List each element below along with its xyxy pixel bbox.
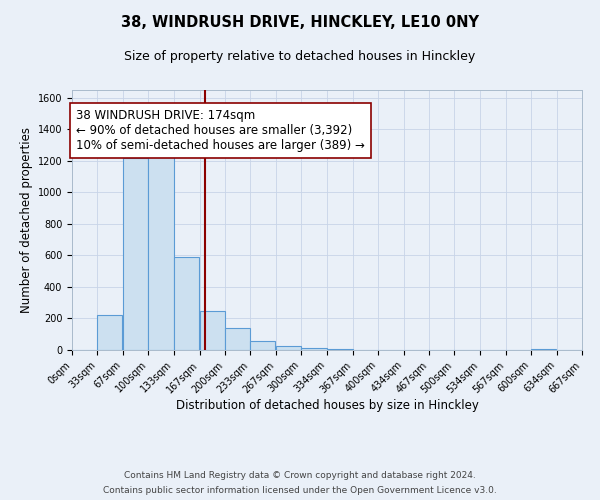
Bar (173, 257, 199, 350)
Bar (200, 312, 225, 350)
Bar (328, 349, 353, 350)
Text: 38 WINDRUSH DRIVE: 174sqm
← 90% of detached houses are smaller (3,392)
10% of se: 38 WINDRUSH DRIVE: 174sqm ← 90% of detac… (76, 109, 365, 152)
Text: Size of property relative to detached houses in Hinckley: Size of property relative to detached ho… (124, 50, 476, 63)
Text: 38, WINDRUSH DRIVE, HINCKLEY, LE10 0NY: 38, WINDRUSH DRIVE, HINCKLEY, LE10 0NY (121, 15, 479, 30)
Bar (148, 146, 173, 350)
Bar (250, 342, 275, 350)
Y-axis label: Number of detached properties: Number of detached properties (20, 127, 34, 313)
Bar (123, 158, 148, 350)
X-axis label: Distribution of detached houses by size in Hinckley: Distribution of detached houses by size … (176, 399, 478, 412)
Bar (301, 348, 326, 350)
Bar (276, 346, 301, 350)
Bar (97, 316, 122, 350)
Bar (531, 349, 556, 350)
Bar (225, 328, 250, 350)
Text: Contains HM Land Registry data © Crown copyright and database right 2024.: Contains HM Land Registry data © Crown c… (124, 471, 476, 480)
Text: Contains public sector information licensed under the Open Government Licence v3: Contains public sector information licen… (103, 486, 497, 495)
